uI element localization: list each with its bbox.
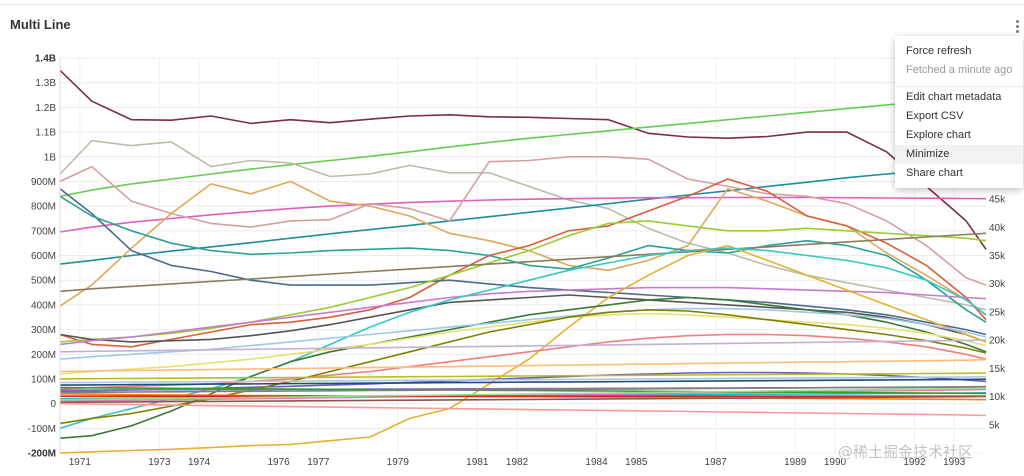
series-line-33 <box>59 387 987 401</box>
menu-item-force-refresh[interactable]: Force refresh <box>906 45 972 57</box>
y-left-tick-label: 500M <box>31 276 56 287</box>
y-left-tick-label: 1.2B <box>35 103 56 114</box>
x-tick-label: 1984 <box>585 457 608 468</box>
series-line-29 <box>59 395 987 404</box>
x-tick-label: 1987 <box>705 457 728 468</box>
x-tick-label: 1981 <box>466 457 489 468</box>
y-left-tick-label: 200M <box>31 350 56 361</box>
y-right-tick-label: 10k <box>989 392 1006 403</box>
series-line-7 <box>59 178 987 348</box>
x-tick-label: 1977 <box>307 457 330 468</box>
series-line-4 <box>59 196 987 233</box>
series-line-8 <box>59 188 987 336</box>
x-tick-label: 1992 <box>903 457 926 468</box>
series-line-9 <box>59 195 987 323</box>
chart-series <box>59 69 987 454</box>
series-line-2 <box>59 139 987 311</box>
x-tick-label: 1971 <box>69 457 92 468</box>
y-right-tick-label: 20k <box>989 336 1006 347</box>
series-line-6 <box>59 156 987 286</box>
y-left-tick-label: 600M <box>31 251 56 262</box>
y-left-tick-label: 300M <box>31 325 56 336</box>
series-line-13 <box>59 286 987 346</box>
x-tick-label: 1993 <box>943 457 966 468</box>
x-tick-label: 1973 <box>148 457 171 468</box>
menu-item-edit-chart-metadata[interactable]: Edit chart metadata <box>906 91 1002 103</box>
multi-line-chart: 1.4B 1.3B 1.2B 1.1B 1B 900M 800M 700M 600M 500M 40… <box>28 54 1006 469</box>
series-line-30 <box>59 386 987 395</box>
menu-divider <box>895 86 1023 87</box>
x-tick-label: 1982 <box>506 457 529 468</box>
y-left-tick-label: 1.1B <box>35 128 56 139</box>
y-left-tick-label: 700M <box>31 226 56 237</box>
y-right-tick-label: 40k <box>989 223 1006 234</box>
top-divider <box>0 4 1024 5</box>
series-line-1 <box>59 97 987 198</box>
series-line-14 <box>59 244 987 454</box>
y-axis-right: 50k45k40k35k30k25k20k15k10k5k <box>989 166 1006 431</box>
y-right-tick-label: 45k <box>989 195 1006 206</box>
series-line-0 <box>59 69 987 250</box>
y-left-tick-label: -200M <box>28 449 56 460</box>
x-tick-label: 1976 <box>267 457 290 468</box>
y-left-tick-label: 400M <box>31 300 56 311</box>
series-line-32 <box>59 358 987 373</box>
y-left-tick-label: 100M <box>31 374 56 385</box>
series-line-31 <box>59 385 987 394</box>
series-line-36 <box>59 375 987 384</box>
y-left-tick-label: 1.3B <box>35 78 56 89</box>
x-tick-label: 1989 <box>784 457 807 468</box>
y-axis-left: 1.4B 1.3B 1.2B 1.1B 1B 900M 800M 700M 600M 500M 40… <box>28 54 61 460</box>
y-left-tick-label: 1.4B <box>35 54 56 65</box>
chart-title: Multi Line <box>10 17 71 32</box>
series-line-12 <box>59 294 987 343</box>
x-tick-label: 1979 <box>387 457 410 468</box>
series-line-26 <box>59 372 987 380</box>
x-axis: 1971 1973 1974 1976 1977 1979 1981 1982 1984 1985… <box>69 457 966 468</box>
menu-item-minimize[interactable]: Minimize <box>895 145 1023 164</box>
series-line-25 <box>59 388 987 402</box>
series-line-11 <box>59 232 987 293</box>
y-right-tick-label: 35k <box>989 251 1006 262</box>
menu-item-fetched-status: Fetched a minute ago <box>906 64 1013 76</box>
y-right-tick-label: 25k <box>989 307 1006 318</box>
series-line-34 <box>59 402 987 417</box>
y-right-tick-label: 30k <box>989 279 1006 290</box>
series-line-18 <box>59 312 987 375</box>
menu-item-explore-chart[interactable]: Explore chart <box>906 129 971 141</box>
menu-item-export-csv[interactable]: Export CSV <box>906 110 964 122</box>
y-left-tick-label: 900M <box>31 177 56 188</box>
x-tick-label: 1985 <box>625 457 648 468</box>
kebab-menu-icon[interactable] <box>1014 20 1020 36</box>
series-line-35 <box>59 339 987 353</box>
y-left-tick-label: 1B <box>44 152 57 163</box>
series-line-3 <box>59 164 987 265</box>
series-line-24 <box>59 378 987 386</box>
series-line-10 <box>59 220 987 343</box>
watermark: @稀土掘金技术社区 <box>838 443 974 461</box>
y-right-tick-label: 5k <box>989 420 1001 431</box>
y-left-tick-label: -100M <box>28 424 56 435</box>
y-left-tick-label: 800M <box>31 202 56 213</box>
chart-options-menu: Force refresh Fetched a minute ago Edit … <box>895 36 1023 188</box>
x-tick-label: 1990 <box>824 457 847 468</box>
y-right-tick-label: 15k <box>989 364 1006 375</box>
menu-item-share-chart[interactable]: Share chart <box>906 167 963 179</box>
y-left-tick-label: 0 <box>50 399 56 410</box>
x-tick-label: 1974 <box>188 457 211 468</box>
